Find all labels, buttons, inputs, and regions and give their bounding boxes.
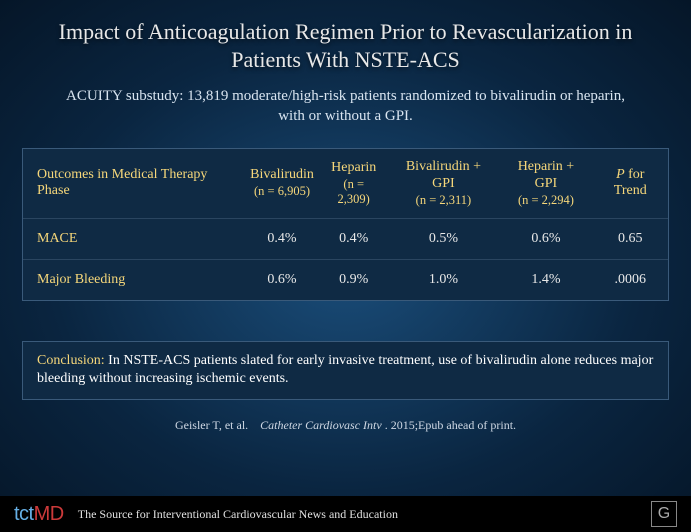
conclusion-box: Conclusion: In NSTE-ACS patients slated …	[22, 341, 669, 401]
conclusion-text: In NSTE-ACS patients slated for early in…	[37, 353, 653, 387]
header-bivalirudin-gpi: Bivalirudin + GPI (n = 2,311)	[388, 149, 500, 218]
header-heparin: Heparin (n = 2,309)	[320, 149, 388, 218]
row-label-mace: MACE	[23, 218, 244, 259]
table-row: MACE 0.4% 0.4% 0.5% 0.6% 0.65	[23, 218, 668, 259]
cell: 1.0%	[388, 259, 500, 300]
table-header-row: Outcomes in Medical Therapy Phase Bivali…	[23, 149, 668, 218]
table-row: Major Bleeding 0.6% 0.9% 1.0% 1.4% .0006	[23, 259, 668, 300]
outcomes-table: Outcomes in Medical Therapy Phase Bivali…	[22, 148, 669, 301]
row-label-bleeding: Major Bleeding	[23, 259, 244, 300]
cell: 0.9%	[320, 259, 388, 300]
cell: 0.4%	[320, 218, 388, 259]
footer-bar: tctMD The Source for Interventional Card…	[0, 496, 691, 532]
conclusion-label: Conclusion:	[37, 353, 105, 368]
slide-title: Impact of Anticoagulation Regimen Prior …	[0, 0, 691, 81]
header-p-trend: P for Trend	[593, 149, 668, 218]
citation: Geisler T, et al. Catheter Cardiovasc In…	[0, 418, 691, 433]
cell: 0.6%	[499, 218, 592, 259]
header-bivalirudin: Bivalirudin (n = 6,905)	[244, 149, 320, 218]
cell: 0.4%	[244, 218, 320, 259]
cell: 0.5%	[388, 218, 500, 259]
cell: 1.4%	[499, 259, 592, 300]
tctmd-logo: tctMD	[14, 503, 64, 526]
cell-p: 0.65	[593, 218, 668, 259]
cell: 0.6%	[244, 259, 320, 300]
footer-tagline: The Source for Interventional Cardiovasc…	[78, 507, 637, 522]
header-heparin-gpi: Heparin + GPI (n = 2,294)	[499, 149, 592, 218]
crf-logo-icon: G	[651, 501, 677, 527]
cell-p: .0006	[593, 259, 668, 300]
slide-subtitle: ACUITY substudy: 13,819 moderate/high-ri…	[0, 81, 691, 140]
header-outcomes: Outcomes in Medical Therapy Phase	[23, 149, 244, 218]
